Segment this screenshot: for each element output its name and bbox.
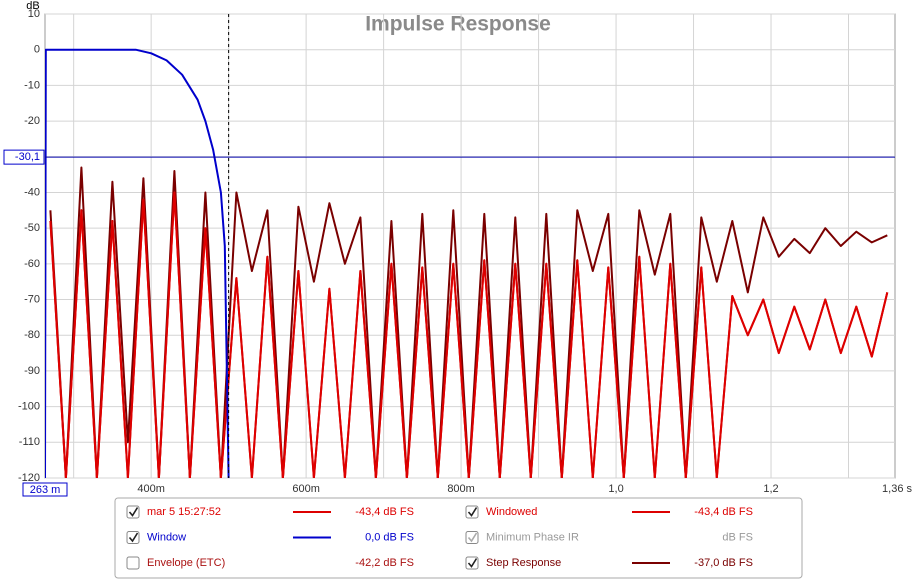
series-line — [49, 191, 889, 478]
legend-name: Minimum Phase IR — [486, 531, 579, 543]
x-tick-label: 400m — [137, 483, 165, 495]
x-tick-label: 1,0 — [608, 483, 623, 495]
y-tick-label: -120 — [18, 472, 40, 484]
y-cursor-box — [3, 149, 45, 165]
legend-readout: -43,4 dB FS — [355, 506, 414, 518]
y-tick-label: 0 — [34, 44, 40, 56]
x-tick-label: 1,36 s — [882, 483, 912, 495]
y-cursor-label: -30,1 — [15, 151, 40, 163]
legend-name: Step Response — [486, 557, 561, 569]
legend-name: mar 5 15:27:52 — [147, 506, 221, 518]
legend-readout: 0,0 dB FS — [365, 531, 414, 543]
legend-checkbox[interactable] — [126, 556, 140, 570]
plot-lines — [45, 48, 889, 478]
legend-readout: -37,0 dB FS — [694, 557, 753, 569]
legend-name: Windowed — [486, 506, 537, 518]
legend-readout: -42,2 dB FS — [355, 557, 414, 569]
legend-name: Window — [147, 531, 186, 543]
y-tick-label: -100 — [18, 401, 40, 413]
legend-readout: -43,4 dB FS — [694, 506, 753, 518]
legend-checkmark — [467, 507, 478, 517]
chart-title: Impulse Response — [365, 13, 551, 36]
legend-checkmark — [128, 507, 139, 517]
x-cursor-box — [22, 482, 68, 497]
x-tick-label: 600m — [292, 483, 320, 495]
x-tick-label: 800m — [447, 483, 475, 495]
legend-box — [114, 497, 803, 579]
y-tick-label: -110 — [19, 436, 40, 448]
legend-checkmark — [467, 532, 478, 543]
y-tick-label: -50 — [24, 222, 40, 234]
legend-checkmark — [128, 532, 139, 543]
y-tick-label: -40 — [24, 186, 40, 198]
y-tick-label: -70 — [24, 293, 40, 305]
series-line — [45, 48, 230, 478]
x-tick-label: 1,2 — [763, 483, 778, 495]
legend-checkmark — [467, 558, 478, 568]
y-tick-label: 10 — [28, 8, 40, 20]
legend-name: Envelope (ETC) — [147, 557, 225, 569]
y-tick-label: -90 — [24, 365, 40, 377]
y-tick-label: -60 — [24, 258, 40, 270]
y-unit: dB — [26, 0, 39, 12]
plot-area — [44, 13, 896, 479]
x-tick-label: 263 m — [30, 484, 61, 496]
legend-readout: dB FS — [722, 531, 753, 543]
y-tick-label: -20 — [24, 115, 40, 127]
y-tick-label: -10 — [24, 79, 40, 91]
series-line — [49, 166, 888, 478]
y-tick-label: -80 — [24, 329, 40, 341]
